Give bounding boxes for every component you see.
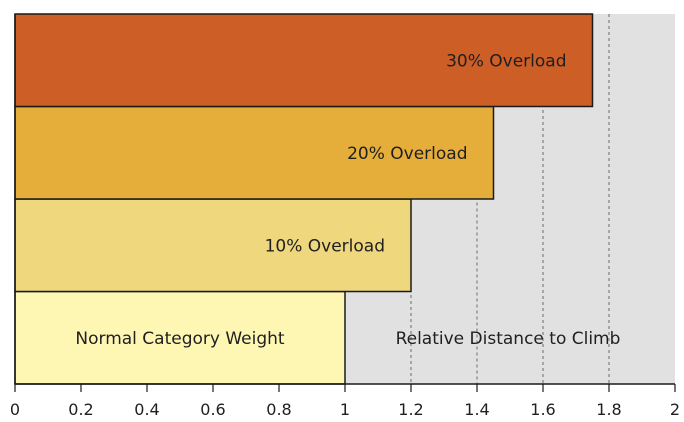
x-tick-label: 1.2 [398,400,423,419]
bar [14,105,495,200]
x-tick-label: 2 [670,400,680,419]
distance-to-climb-label: Relative Distance to Climb [396,329,621,349]
x-tick-label: 1.8 [596,400,621,419]
bar [14,13,594,108]
bar-label: 30% Overload [446,51,566,71]
x-tick-label: 0 [10,400,20,419]
bar-label: 20% Overload [347,144,467,164]
x-tick-label: 0.6 [200,400,225,419]
bar-label: 10% Overload [265,236,385,256]
x-tick-label: 0.4 [134,400,159,419]
bar [14,198,412,293]
bar [14,290,346,385]
x-axis-ticks: 0 0.2 0.4 0.6 0.8 1 1.2 1.4 1.6 1.8 2 [10,384,680,419]
bars: Normal Category Weight 10% Overload 20% Ov… [14,13,594,385]
x-tick-label: 1.4 [464,400,489,419]
x-tick-label: 1 [340,400,350,419]
x-tick-label: 0.2 [68,400,93,419]
bar-label: Normal Category Weight [75,329,285,349]
x-tick-label: 1.6 [530,400,555,419]
x-tick-label: 0.8 [266,400,291,419]
